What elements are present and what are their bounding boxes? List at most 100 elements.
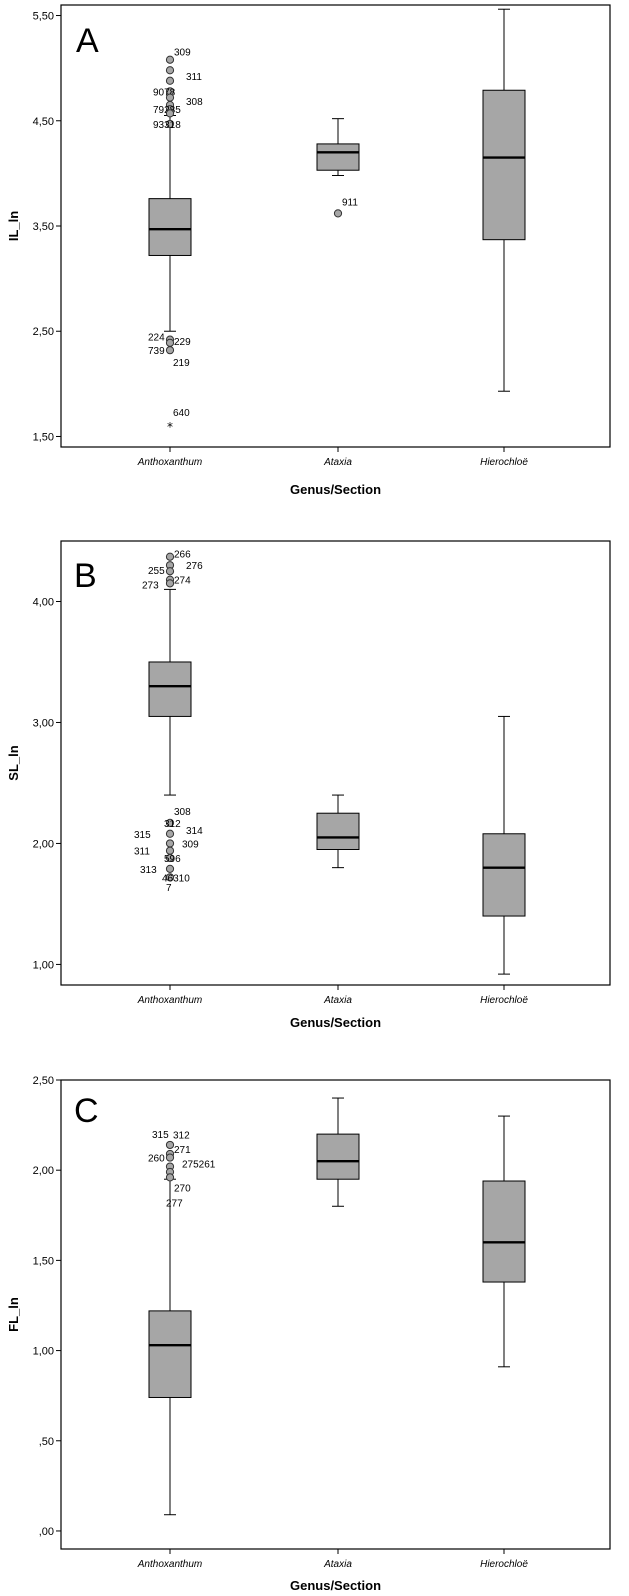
panel-a: A 1,50 2,50 3,50 4,50 5,50 Anthoxanthum Ataxia H…	[6, 4, 611, 497]
iqr-box	[482, 89, 526, 241]
outlier-point	[165, 338, 175, 347]
outlier-point	[165, 119, 175, 129]
category-label: Hierochloë	[480, 995, 528, 1006]
iqr-box	[148, 661, 192, 717]
outlier-label: 271	[174, 1145, 191, 1156]
x-axis-label: Genus/Section	[290, 1015, 381, 1030]
outlier-label: 315	[134, 830, 151, 841]
outlier-point	[165, 93, 175, 102]
y-tick-label: ,50	[39, 1436, 54, 1448]
outlier-label: 308	[186, 97, 203, 108]
outlier-label: 277	[166, 1199, 183, 1210]
category-label: Hierochloë	[480, 457, 528, 468]
outlier-label: 596	[164, 854, 181, 865]
outlier-label: 219	[173, 358, 190, 369]
box-ataxia	[316, 1097, 360, 1207]
outlier-label: 312	[173, 1130, 190, 1141]
iqr-box	[482, 833, 526, 917]
outlier-label: 313	[140, 865, 157, 876]
outlier-label: 311	[134, 847, 150, 858]
iqr-box	[482, 1180, 526, 1283]
outlier-point	[165, 829, 175, 838]
outlier-label: 224	[148, 333, 165, 344]
box-hierochlo	[482, 8, 526, 392]
outlier-point	[165, 853, 175, 863]
outlier-point	[165, 1153, 175, 1162]
box-hierochlo	[482, 715, 526, 975]
outlier-label: 311	[186, 72, 202, 83]
y-tick-label: 3,00	[33, 717, 54, 729]
outlier-label: 229	[174, 337, 191, 348]
y-tick-label: ,00	[39, 1526, 54, 1538]
x-axis-label: Genus/Section	[290, 1578, 381, 1593]
panel-letter: A	[76, 22, 99, 60]
y-tick-label: 4,00	[33, 596, 54, 608]
category-label: Ataxia	[323, 995, 352, 1006]
category-label: Anthoxanthum	[137, 1559, 203, 1570]
outlier-label: 312	[164, 819, 181, 830]
panel-c: C ,00 ,50 1,00 1,50 2,00 2,50 Anthoxanthum Ataxi…	[6, 1075, 611, 1593]
box-anthoxanthum	[148, 1178, 192, 1516]
outlier-label: 260	[148, 1154, 165, 1165]
y-tick-label: 1,00	[33, 1346, 54, 1358]
outlier-point	[165, 552, 175, 561]
panel-letter: C	[74, 1092, 99, 1130]
outlier-point	[165, 567, 175, 576]
outlier-label: 93318	[153, 120, 181, 131]
plot-frame	[60, 4, 611, 448]
outlier-label: 274	[174, 576, 191, 587]
outlier-point	[165, 839, 175, 848]
outlier-label: 255	[148, 566, 165, 577]
y-tick-label: 2,50	[33, 1075, 54, 1087]
y-tick-label: 1,50	[33, 1255, 54, 1267]
outlier-point	[165, 1173, 175, 1182]
outlier-point	[165, 818, 175, 827]
outlier-label: 270	[174, 1183, 191, 1194]
y-axis-label: SL_ln	[6, 745, 21, 780]
outlier-point	[165, 873, 175, 882]
outlier-point	[165, 109, 175, 118]
y-tick-label: 1,00	[33, 959, 54, 971]
y-axis-label: IL_ln	[6, 211, 21, 241]
box-ataxia	[316, 794, 360, 869]
outlier-point	[165, 1140, 175, 1150]
outlier-label: 273	[142, 580, 159, 591]
x-axis-label: Genus/Section	[290, 482, 381, 497]
y-tick-label: 2,00	[33, 1165, 54, 1177]
category-label: Hierochloë	[480, 1559, 528, 1570]
outlier-label: 7	[166, 883, 172, 894]
iqr-box	[316, 812, 360, 851]
extreme-point: *	[167, 420, 173, 434]
y-tick-label: 5,50	[33, 11, 54, 23]
outlier-label: 911	[342, 197, 358, 208]
outlier-label: 308	[174, 807, 191, 818]
plot-frame	[60, 1079, 611, 1550]
category-label: Anthoxanthum	[137, 457, 203, 468]
outlier-point	[165, 76, 175, 85]
y-tick-label: 1,50	[33, 431, 54, 443]
box-hierochlo	[482, 1115, 526, 1368]
category-label: Ataxia	[323, 1559, 352, 1570]
box-anthoxanthum	[148, 115, 192, 332]
outlier-point	[333, 209, 343, 218]
outlier-label: 9078	[153, 87, 176, 98]
iqr-box	[148, 1310, 192, 1398]
category-label: Anthoxanthum	[137, 995, 203, 1006]
plot-frame	[60, 540, 611, 986]
y-tick-label: 4,50	[33, 116, 54, 128]
panel-b: B 1,00 2,00 3,00 4,00 Anthoxanthum Ataxia Hiero…	[6, 540, 611, 1030]
outlier-label: 739	[148, 346, 165, 357]
outlier-label: 309	[182, 839, 199, 850]
outlier-label: 315	[152, 1130, 169, 1141]
iqr-box	[316, 143, 360, 171]
outlier-point	[165, 346, 175, 355]
outlier-label: 314	[186, 826, 203, 837]
y-tick-label: 2,50	[33, 326, 54, 338]
outlier-label: 275261	[182, 1160, 216, 1171]
outlier-point	[165, 579, 175, 588]
box-anthoxanthum	[148, 588, 192, 796]
y-axis-label: FL_ln	[6, 1297, 21, 1332]
outlier-label: 640	[173, 408, 190, 419]
panel-letter: B	[74, 557, 97, 595]
